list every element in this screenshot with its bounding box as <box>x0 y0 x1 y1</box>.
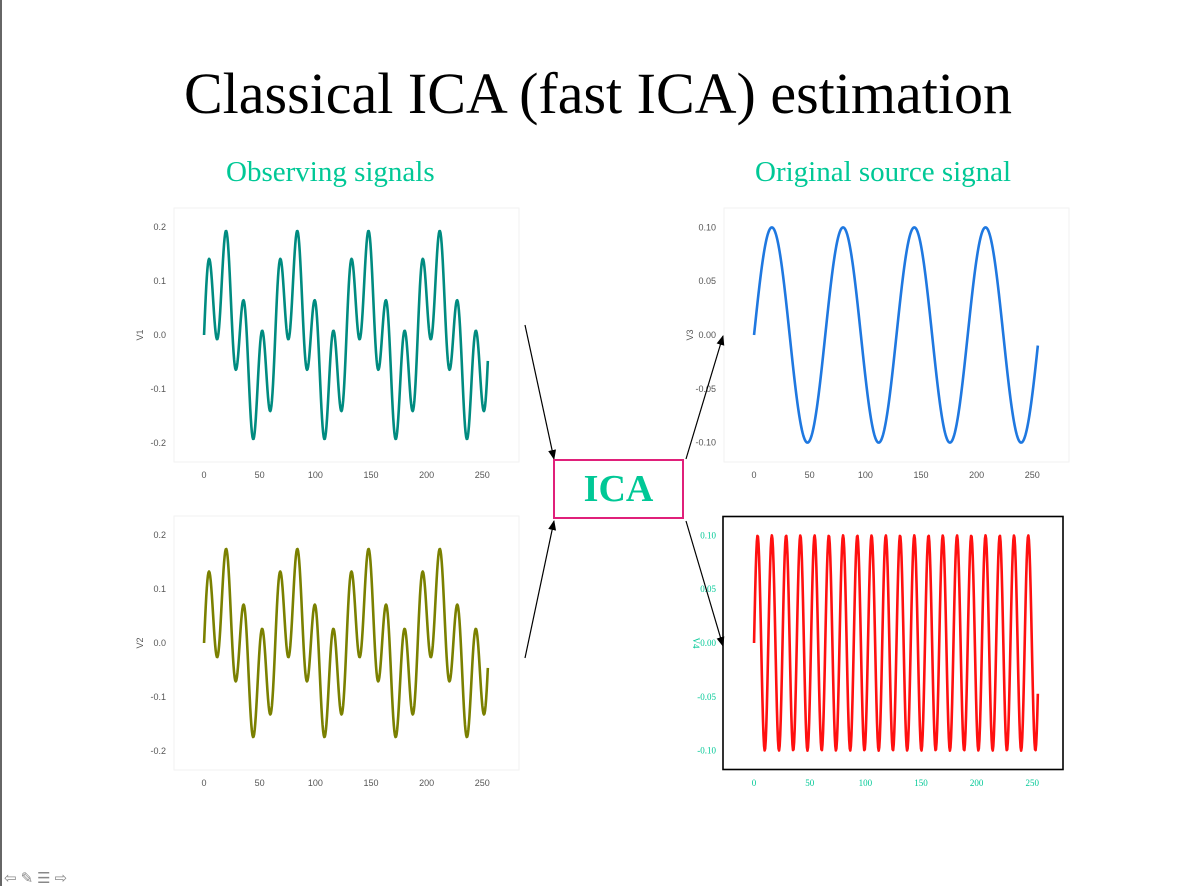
x-tick-label: 200 <box>969 470 984 480</box>
x-tick-label: 0 <box>752 778 757 788</box>
x-tick-label: 250 <box>475 778 490 788</box>
slide-left-border <box>0 0 2 886</box>
right-heading: Original source signal <box>755 156 1012 188</box>
x-tick-label: 200 <box>970 778 984 788</box>
y-tick-label: -0.1 <box>150 692 166 702</box>
x-tick-label: 0 <box>202 778 207 788</box>
y-tick-label: 0.1 <box>153 584 166 594</box>
x-tick-label: 0 <box>752 470 757 480</box>
prev-arrow-icon[interactable]: ⇦ <box>4 869 17 887</box>
y-tick-label: 0.10 <box>698 222 716 232</box>
x-tick-label: 100 <box>859 778 873 788</box>
arrow-ica-to-v3 <box>685 335 725 460</box>
left-heading: Observing signals <box>226 156 435 188</box>
y-tick-label: 0.00 <box>700 638 716 648</box>
y-tick-label: -0.05 <box>695 384 716 394</box>
x-tick-label: 100 <box>308 778 323 788</box>
next-arrow-icon[interactable]: ⇨ <box>54 869 68 887</box>
y-axis-label: V4 <box>691 638 701 649</box>
x-tick-label: 200 <box>419 470 434 480</box>
x-tick-label: 50 <box>255 470 265 480</box>
arrow-ica-to-v4 <box>685 520 725 647</box>
y-tick-label: 0.00 <box>698 330 716 340</box>
series-line <box>202 547 490 739</box>
x-tick-label: 150 <box>913 470 928 480</box>
x-tick-label: 250 <box>1025 470 1040 480</box>
chart-v3: -0.10 -0.05 0.00 0.05 0.10 0 50 100 150 200 250 V3 <box>685 207 1070 480</box>
y-tick-label: 0.05 <box>698 276 716 286</box>
ica-label: ICA <box>583 468 654 510</box>
x-tick-label: 50 <box>805 778 815 788</box>
ica-box: ICA <box>553 459 684 519</box>
y-tick-label: -0.10 <box>697 746 716 756</box>
chart-v1: -0.2 -0.1 0.0 0.1 0.2 0 50 100 150 200 250 V1 <box>135 207 520 480</box>
y-tick-label: 0.10 <box>700 530 716 540</box>
x-tick-label: 100 <box>308 470 323 480</box>
x-tick-label: 150 <box>914 778 928 788</box>
x-tick-label: 100 <box>858 470 873 480</box>
slide-navigation: ⇦ ✎ ☰ ⇨ <box>4 871 67 886</box>
x-tick-label: 0 <box>202 470 207 480</box>
x-tick-label: 50 <box>255 778 265 788</box>
y-tick-label: -0.2 <box>150 438 166 448</box>
series-line <box>202 229 490 441</box>
y-tick-label: -0.05 <box>697 692 716 702</box>
y-tick-label: 0.0 <box>153 330 166 340</box>
x-tick-label: 250 <box>1026 778 1040 788</box>
y-axis-label: V2 <box>135 637 145 648</box>
arrow-v2-to-ica <box>524 520 557 659</box>
pen-icon[interactable]: ✎ <box>20 869 34 887</box>
y-tick-label: 0.2 <box>153 530 166 540</box>
x-tick-label: 150 <box>363 778 378 788</box>
y-tick-label: 0.0 <box>153 638 166 648</box>
y-axis-label: V1 <box>135 329 145 340</box>
series-line <box>752 534 1040 752</box>
series-line <box>752 226 1040 444</box>
y-tick-label: 0.05 <box>700 584 716 594</box>
chart-v4: -0.10 -0.05 0.00 0.05 0.10 0 50 100 150 200 250 V4 <box>691 515 1064 788</box>
y-tick-label: -0.2 <box>150 746 166 756</box>
y-tick-label: 0.2 <box>153 222 166 232</box>
y-tick-label: 0.1 <box>153 276 166 286</box>
x-tick-label: 150 <box>363 470 378 480</box>
x-tick-label: 200 <box>419 778 434 788</box>
chart-v2: -0.2 -0.1 0.0 0.1 0.2 0 50 100 150 200 250 V2 <box>135 515 520 788</box>
menu-icon[interactable]: ☰ <box>37 869 51 887</box>
y-tick-label: -0.1 <box>150 384 166 394</box>
x-tick-label: 250 <box>475 470 490 480</box>
y-tick-label: -0.10 <box>695 438 716 448</box>
slide-title: Classical ICA (fast ICA) estimation <box>184 61 1012 126</box>
x-tick-label: 50 <box>805 470 815 480</box>
y-axis-label: V3 <box>685 329 695 340</box>
arrow-v1-to-ica <box>524 324 557 460</box>
